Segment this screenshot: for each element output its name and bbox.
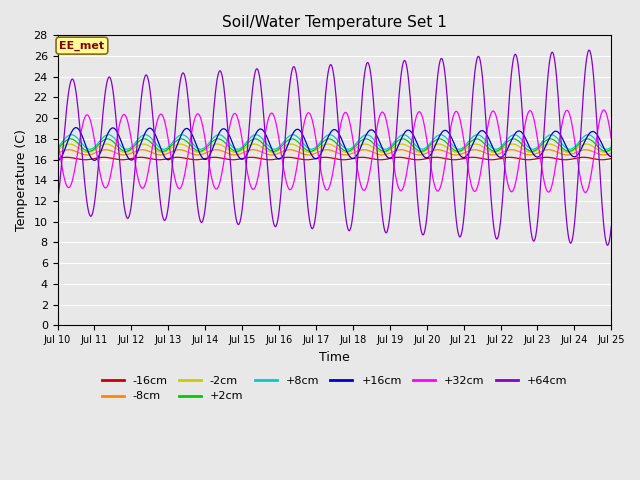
Line: -16cm: -16cm [58,157,611,160]
+2cm [177,136,184,142]
-8cm [607,150,615,156]
-8cm [64,147,72,153]
+64cm [206,154,214,159]
+32cm [177,185,184,191]
+8cm [207,138,214,144]
+2cm [402,137,410,143]
Line: +64cm: +64cm [58,50,611,245]
+8cm [122,146,129,152]
-2cm [419,149,427,155]
+2cm [121,148,129,154]
+8cm [178,132,186,138]
+8cm [603,146,611,152]
-2cm [64,142,72,147]
+8cm [403,132,410,138]
-8cm [206,148,214,154]
-8cm [419,152,427,157]
Text: EE_met: EE_met [60,40,104,51]
+16cm [72,125,80,131]
+16cm [122,149,129,155]
Title: Soil/Water Temperature Set 1: Soil/Water Temperature Set 1 [222,15,447,30]
Line: +8cm: +8cm [58,135,611,149]
-16cm [598,157,606,163]
+2cm [607,146,615,152]
+8cm [64,133,72,139]
+16cm [64,139,72,145]
+64cm [54,199,61,204]
-8cm [121,152,129,158]
-2cm [121,149,129,155]
-16cm [403,156,410,161]
-16cm [54,156,61,161]
+16cm [419,152,426,157]
+64cm [64,97,72,103]
-16cm [63,155,70,160]
+64cm [177,76,184,82]
Line: +16cm: +16cm [58,128,611,161]
-8cm [54,150,61,156]
+2cm [54,146,61,152]
-8cm [403,148,411,154]
+2cm [206,141,214,147]
Line: -8cm: -8cm [58,150,611,155]
-2cm [403,143,411,149]
-16cm [419,156,426,162]
-2cm [54,147,61,153]
+64cm [418,230,426,236]
-16cm [178,155,186,160]
+8cm [54,144,61,150]
+2cm [491,148,499,154]
-16cm [65,155,72,160]
+32cm [206,167,214,172]
+32cm [64,184,72,190]
+8cm [419,146,426,152]
+64cm [607,224,615,229]
-2cm [177,141,184,147]
+16cm [207,150,214,156]
+32cm [121,112,129,118]
-8cm [177,147,184,153]
Line: +2cm: +2cm [58,139,611,151]
Line: -2cm: -2cm [58,144,611,152]
+32cm [418,112,426,118]
+16cm [178,132,186,137]
-16cm [607,156,615,161]
-2cm [380,149,387,155]
X-axis label: Time: Time [319,350,350,363]
+32cm [600,107,607,113]
+32cm [607,136,615,142]
+32cm [54,137,61,143]
-2cm [607,147,615,153]
-8cm [268,152,275,158]
Legend: -16cm, -8cm, -2cm, +2cm, +8cm, +16cm, +32cm, +64cm: -16cm, -8cm, -2cm, +2cm, +8cm, +16cm, +3… [97,372,572,406]
-2cm [206,144,214,150]
-16cm [122,157,129,163]
+16cm [403,128,410,133]
+64cm [585,47,593,53]
+2cm [64,137,72,143]
Y-axis label: Temperature (C): Temperature (C) [15,129,28,231]
+16cm [607,154,615,159]
+8cm [607,144,615,150]
+64cm [121,205,129,211]
+32cm [402,176,410,181]
Line: +32cm: +32cm [58,110,611,192]
-2cm [398,141,406,147]
-8cm [286,147,294,153]
-16cm [207,155,214,160]
+2cm [509,136,517,142]
+16cm [54,158,61,164]
+32cm [581,190,589,195]
+64cm [402,59,410,65]
+64cm [604,242,611,248]
+2cm [418,148,426,154]
+8cm [68,132,76,138]
